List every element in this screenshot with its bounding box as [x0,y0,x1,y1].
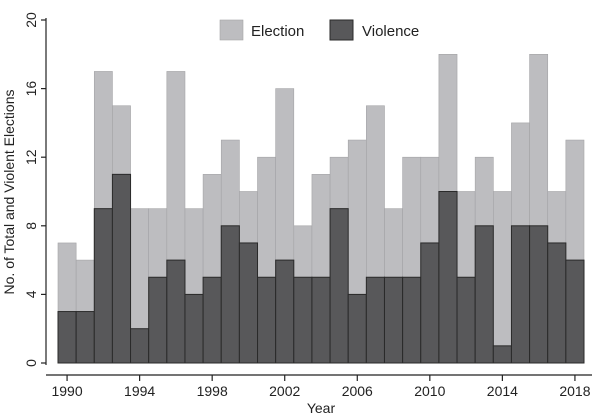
x-tick-label-1998: 1998 [197,383,228,399]
bar-violence-2015 [510,225,531,364]
bar-violence-2007 [365,276,385,364]
y-axis-ticks: 0 4 8 12 16 20 [23,12,46,367]
bar-violence-2000 [238,242,259,364]
bar-violence-2002 [275,259,295,364]
x-tick-label-2010: 2010 [414,383,445,399]
x-axis-ticks: 1990 1994 1998 2002 2006 2010 2014 2018 [51,375,591,399]
bar-violence-2004 [311,276,331,364]
legend-label-election: Election [251,23,304,40]
bar-violence-2016 [529,225,549,364]
bar-violence-2018 [565,259,585,364]
y-tick-label-8: 8 [23,222,39,230]
y-tick-label-20: 20 [23,12,39,28]
bar-violence-2001 [257,276,277,364]
x-tick-label-2014: 2014 [487,383,518,399]
bar-violence-2005 [329,208,349,364]
x-tick-label-1990: 1990 [51,383,82,399]
x-tick-label-2018: 2018 [559,383,590,399]
x-tick-label-1994: 1994 [124,383,155,399]
legend-swatch-election [219,19,244,41]
bars-group [57,53,585,364]
bar-violence-2008 [383,276,404,364]
y-tick-label-0: 0 [23,359,39,367]
x-tick-label-2002: 2002 [269,383,300,399]
bar-violence-2010 [420,242,440,364]
y-tick-label-16: 16 [23,81,39,97]
x-tick-label-2006: 2006 [342,383,373,399]
bar-violence-2013 [474,225,494,364]
bar-violence-2012 [456,276,476,364]
bar-violence-2011 [438,191,458,364]
y-tick-label-12: 12 [23,149,39,165]
bar-violence-1998 [202,276,222,364]
legend-label-violence: Violence [362,23,419,40]
bar-violence-1999 [220,225,240,364]
bar-violence-1996 [166,259,186,364]
bar-violence-1997 [184,293,204,364]
bar-election-2014 [493,191,512,364]
bar-violence-2014 [492,345,512,364]
bar-violence-2009 [402,276,422,364]
bar-violence-2003 [293,276,313,364]
bar-violence-1992 [93,208,113,364]
y-axis-title: No. of Total and Violent Elections [1,90,17,295]
bar-violence-1994 [130,328,150,364]
legend: Election Violence [219,19,419,41]
bar-violence-1995 [148,276,168,364]
bar-violence-2006 [347,293,367,364]
bar-violence-1990 [57,311,77,364]
bar-violence-1991 [75,311,95,364]
y-tick-label-4: 4 [23,290,39,298]
x-axis-title: Year [307,400,336,416]
legend-swatch-violence [329,19,354,41]
bar-violence-1993 [111,173,132,364]
bar-violence-2017 [547,242,567,364]
